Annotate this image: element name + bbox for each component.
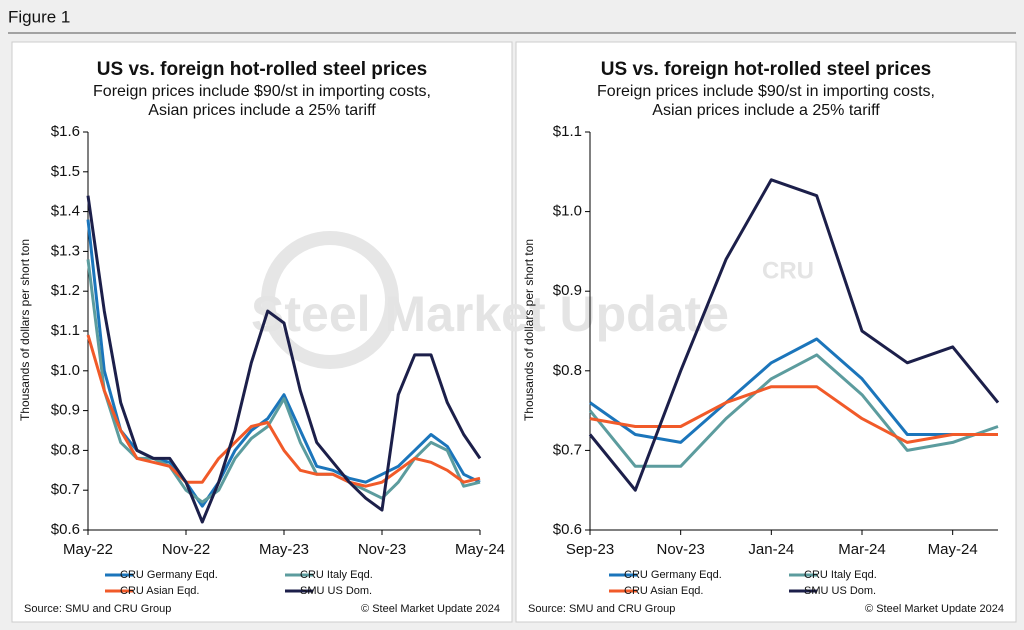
y-axis-label: Thousands of dollars per short ton <box>522 239 536 421</box>
watermark: Steel Market Update <box>251 286 729 342</box>
y-tick-label: $1.1 <box>51 322 80 339</box>
y-tick-label: $1.1 <box>553 123 582 140</box>
y-tick-label: $0.8 <box>553 362 582 379</box>
y-tick-label: $0.6 <box>553 521 582 538</box>
chart-title: US vs. foreign hot-rolled steel prices <box>97 59 427 80</box>
legend-label: CRU Germany Eqd. <box>120 569 218 581</box>
x-tick-label: May-22 <box>63 541 113 558</box>
chart-title: US vs. foreign hot-rolled steel prices <box>601 59 931 80</box>
x-tick-label: Nov-23 <box>358 541 406 558</box>
y-axis-label: Thousands of dollars per short ton <box>18 239 32 421</box>
legend-label: SMU US Dom. <box>804 585 876 597</box>
series-line <box>588 178 1000 492</box>
y-tick-label: $1.6 <box>51 123 80 140</box>
y-tick-label: $0.8 <box>51 441 80 458</box>
series-line <box>86 195 482 524</box>
y-tick-label: $0.7 <box>51 481 80 498</box>
x-tick-label: Jan-24 <box>748 541 794 558</box>
legend-label: CRU Asian Eqd. <box>624 585 703 597</box>
y-tick-label: $0.9 <box>51 402 80 419</box>
y-tick-label: $0.7 <box>553 441 582 458</box>
source: Source: SMU and CRU Group <box>528 603 675 615</box>
y-tick-label: $1.5 <box>51 163 80 180</box>
panel <box>515 41 1017 623</box>
x-tick-label: Nov-23 <box>656 541 704 558</box>
series-line <box>589 337 998 444</box>
y-tick-label: $0.6 <box>51 521 80 538</box>
y-tick-label: $0.9 <box>553 282 582 299</box>
chart-subtitle: Asian prices include a 25% tariff <box>148 102 376 119</box>
legend-label: CRU Asian Eqd. <box>120 585 199 597</box>
chart-subtitle: Foreign prices include $90/st in importi… <box>93 83 431 100</box>
legend-label: CRU Germany Eqd. <box>624 569 722 581</box>
legend-label: CRU Italy Eqd. <box>300 569 373 581</box>
y-tick-label: $1.2 <box>51 282 80 299</box>
y-tick-label: $1.0 <box>553 203 582 220</box>
legend-label: CRU Italy Eqd. <box>804 569 877 581</box>
y-tick-label: $1.4 <box>51 203 80 220</box>
source: Source: SMU and CRU Group <box>24 603 171 615</box>
watermark-ring <box>261 231 399 369</box>
x-tick-label: May-24 <box>455 541 505 558</box>
chart-subtitle: Foreign prices include $90/st in importi… <box>597 83 935 100</box>
series-line <box>86 334 481 488</box>
y-tick-label: $1.3 <box>51 242 80 259</box>
series-line <box>588 353 999 468</box>
chart-subtitle: Asian prices include a 25% tariff <box>652 102 880 119</box>
logo: CRU <box>762 257 814 284</box>
x-tick-label: May-24 <box>928 541 978 558</box>
figure-label: Figure 1 <box>8 7 70 26</box>
y-tick-label: $1.0 <box>51 362 80 379</box>
copyright: © Steel Market Update 2024 <box>361 603 500 615</box>
copyright: © Steel Market Update 2024 <box>865 603 1004 615</box>
x-tick-label: Mar-24 <box>838 541 886 558</box>
x-tick-label: Nov-22 <box>162 541 210 558</box>
x-tick-label: Sep-23 <box>566 541 614 558</box>
x-tick-label: May-23 <box>259 541 309 558</box>
legend-label: SMU US Dom. <box>300 585 372 597</box>
